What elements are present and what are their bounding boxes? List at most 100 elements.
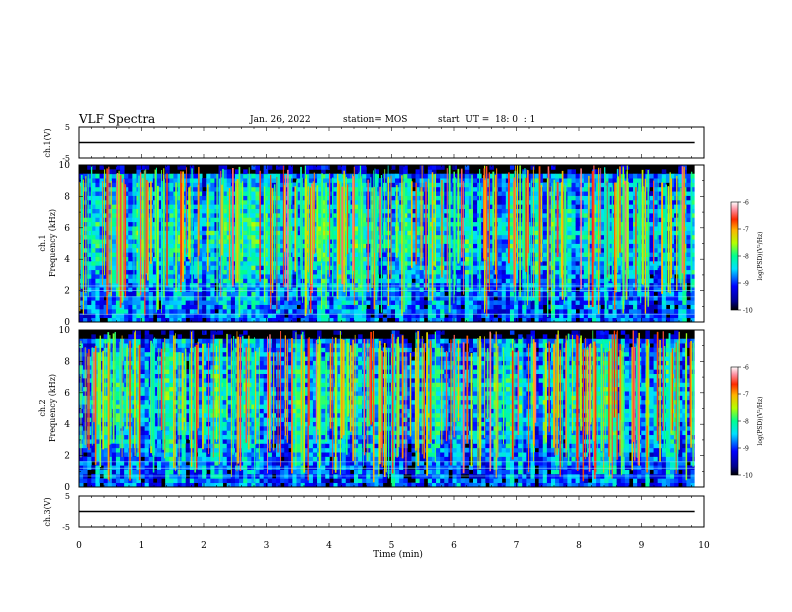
spectrogram-cell [95, 256, 100, 262]
spectrogram-cell [579, 252, 585, 257]
spectrogram-cell [198, 199, 203, 205]
spectrogram-cell [485, 260, 490, 266]
spectrogram-cell [202, 230, 207, 236]
spectrogram-cell [91, 230, 96, 236]
spectrogram-cell [247, 295, 252, 301]
spectrogram-cell [333, 191, 338, 196]
spectrogram-cell [206, 300, 211, 305]
spectrogram-cell [91, 252, 96, 257]
spectrogram-cell [637, 308, 642, 314]
spectrogram-cell [473, 256, 478, 262]
spectrogram-cell [91, 165, 96, 170]
spectrogram-cell [91, 291, 96, 297]
spectrogram-cell [362, 282, 367, 288]
spectrogram-cell [468, 230, 474, 236]
spectrogram-cell [518, 295, 523, 301]
spectrogram-cell [230, 287, 236, 292]
spectrogram-cell [567, 269, 572, 275]
spectrogram-cell [362, 278, 367, 284]
spectrogram-cell [353, 217, 359, 223]
spectrogram-cell [107, 186, 113, 192]
spectrogram-cell [464, 182, 470, 188]
spectrogram-cell [300, 243, 306, 249]
spectrogram-cell [276, 291, 281, 297]
spectrogram-cell [165, 295, 170, 301]
spectrogram-cell [415, 260, 421, 266]
spectrogram-cell [263, 165, 269, 170]
spectrogram-cell [431, 260, 437, 266]
spectrogram-cell [259, 182, 265, 188]
spectrogram-cell [251, 256, 256, 262]
spectrogram-cell [132, 247, 137, 253]
spectrogram-cell [649, 243, 654, 249]
spectrogram-cell [243, 204, 248, 210]
spectrogram-cell [407, 221, 412, 227]
spectrogram-cell [653, 191, 659, 196]
spectrogram-cell [587, 256, 593, 262]
spectrogram-cell [329, 239, 334, 244]
spectrogram-cell [509, 186, 515, 192]
spectrogram-cell [296, 221, 302, 227]
spectrogram-cell [358, 282, 363, 288]
spectrogram-cell [128, 291, 133, 297]
spectrogram-cell [317, 217, 322, 223]
spectrogram-cell [91, 304, 96, 310]
spectrogram-cell [542, 234, 548, 240]
spectrogram-cell [128, 173, 133, 179]
spectrogram-cell [473, 204, 478, 210]
spectrogram-cell [514, 204, 519, 210]
spectrogram-cell [243, 212, 248, 218]
spectrogram-cell [542, 282, 548, 288]
spectrogram-cell [468, 221, 474, 227]
spectrogram-cell [460, 199, 466, 205]
spectrogram-cell [284, 308, 289, 314]
spectrogram-cell [497, 178, 503, 183]
spectrogram-cell [436, 234, 441, 240]
spectrogram-cell [637, 291, 642, 297]
spectrogram-cell [271, 282, 277, 288]
spectrogram-cell [124, 182, 129, 188]
spectrogram-cell [497, 295, 503, 301]
spectrogram-cell [657, 186, 663, 192]
spectrogram-cell [468, 278, 474, 284]
spectrogram-cell [107, 260, 113, 266]
spectrogram-cell [255, 226, 260, 231]
spectrogram-cell [431, 186, 437, 192]
spectrogram-cell [493, 282, 499, 288]
spectrogram-cell [280, 317, 285, 323]
spectrogram-cell [79, 295, 84, 301]
spectrogram-cell [579, 304, 585, 310]
spectrogram-cell [460, 308, 466, 314]
spectrogram-cell [251, 247, 256, 253]
spectrogram-cell [444, 217, 449, 223]
spectrogram-cell [407, 317, 412, 323]
spectrogram-cell [612, 173, 618, 179]
spectrogram-cell [251, 274, 256, 279]
spectrogram-cell [501, 191, 507, 196]
spectrogram-cell [87, 186, 92, 192]
spectrogram-cell [378, 182, 384, 188]
spectrogram-cell [243, 186, 248, 192]
spectrogram-cell [111, 199, 117, 205]
spectrogram-cell [345, 317, 351, 323]
spectrogram-cell [628, 274, 634, 279]
spectrogram-cell [198, 282, 203, 288]
spectrogram-cell [267, 269, 273, 275]
spectrogram-cell [325, 287, 330, 292]
spectrogram-cell [333, 252, 338, 257]
spectrogram-cell [628, 217, 634, 223]
spectrogram-cell [243, 269, 248, 275]
spectrogram-cell [374, 300, 380, 305]
spectrogram-cell [600, 191, 605, 196]
spectrogram-cell [592, 287, 597, 292]
spectrogram-cell [181, 282, 187, 288]
spectrogram-cell [657, 204, 663, 210]
spectrogram-cell [91, 243, 96, 249]
spectrogram-cell [448, 256, 453, 262]
spectrogram-cell [243, 169, 248, 175]
spectrogram-cell [103, 208, 109, 214]
spectrogram-cell [169, 239, 174, 244]
spectrogram-cell [464, 304, 470, 310]
spectrogram-cell [649, 287, 654, 292]
spectrogram-cell [567, 212, 572, 218]
